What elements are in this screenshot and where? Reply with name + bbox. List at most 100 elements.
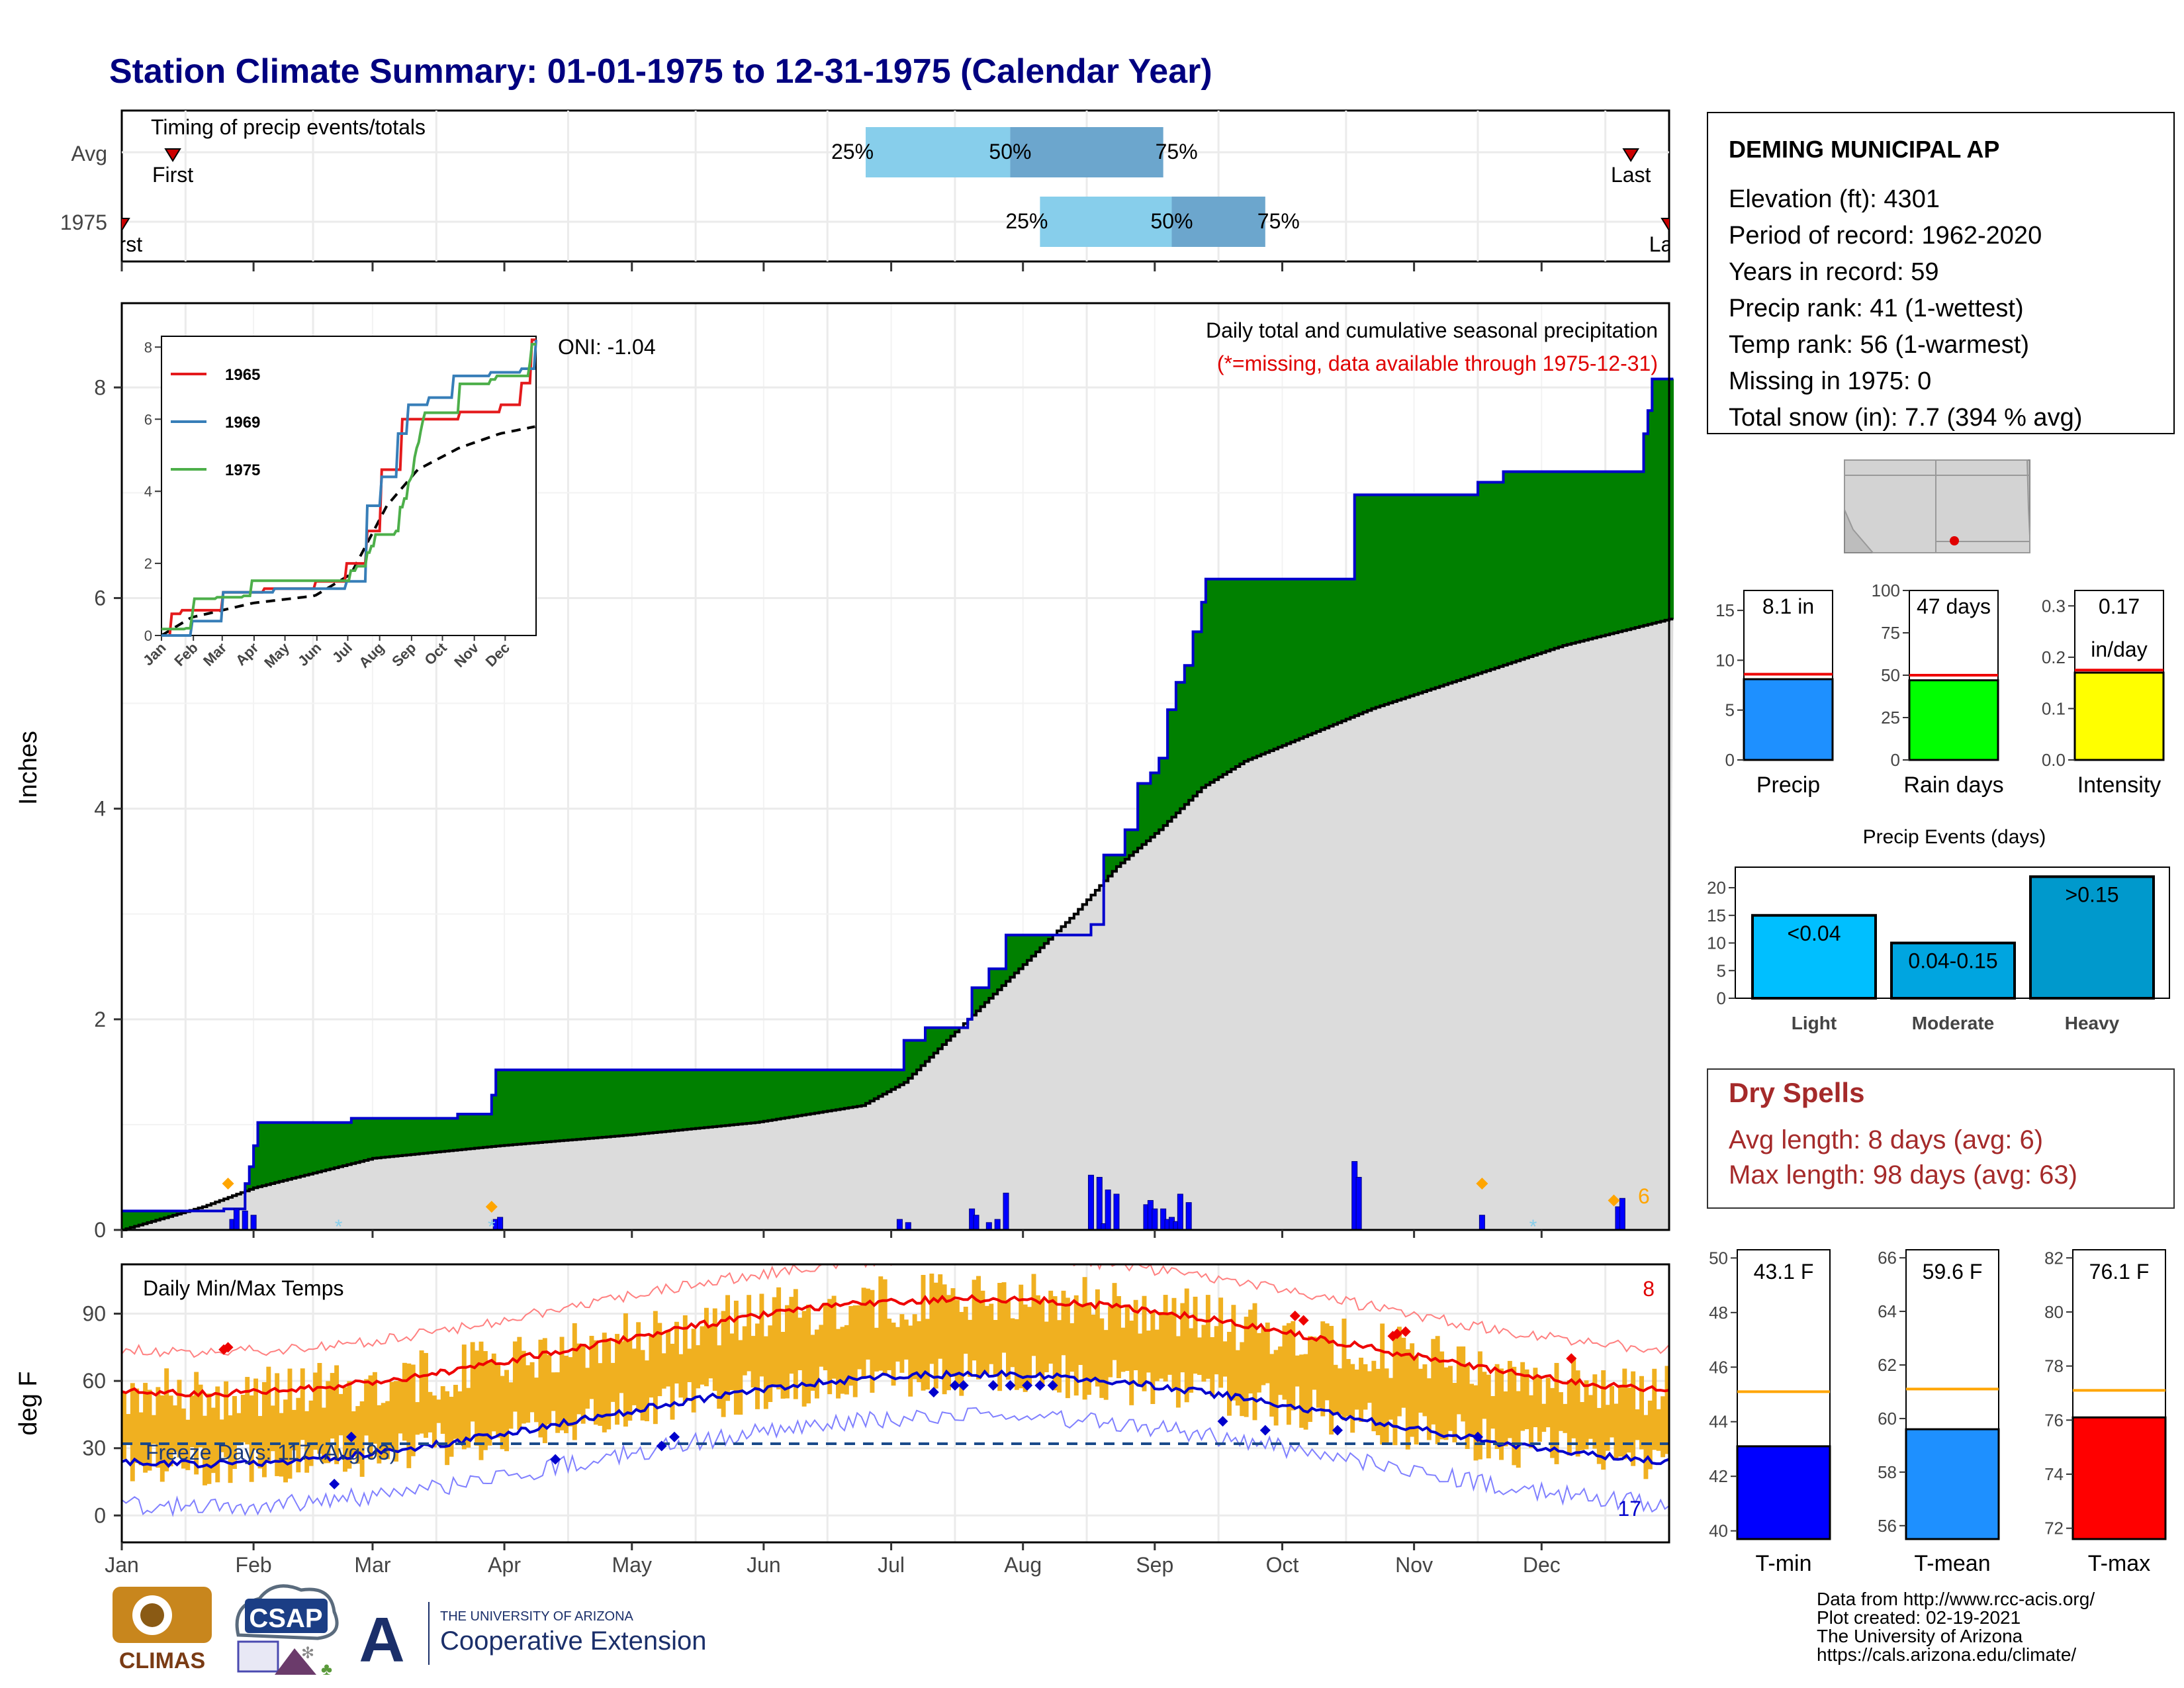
credit-line-university: The University of Arizona — [1817, 1626, 2023, 1646]
precip-side-label: 6 — [1638, 1184, 1650, 1208]
cumulative-departure-bar — [330, 1122, 335, 1169]
daily-temp-range-bar — [899, 1314, 905, 1373]
daily-temp-range-bar — [1367, 1371, 1372, 1403]
cumulative-departure-bar — [168, 1211, 173, 1217]
cumulative-departure-bar — [972, 988, 977, 1015]
cumulative-departure-bar — [559, 1070, 565, 1141]
cumulative-departure-bar — [954, 1027, 960, 1032]
cumulative-departure-bar — [848, 1070, 854, 1108]
cumulative-departure-bar — [538, 1070, 543, 1143]
daily-temp-range-bar — [461, 1344, 467, 1450]
daily-temp-range-bar — [895, 1327, 900, 1362]
daily-temp-range-bar — [780, 1332, 786, 1399]
precip-y-tick-label: 6 — [94, 586, 106, 610]
daily-temp-range-bar — [870, 1289, 875, 1393]
cumulative-departure-bar — [1261, 579, 1266, 755]
daily-temp-range-bar — [857, 1305, 862, 1370]
cumulative-departure-bar — [338, 1122, 343, 1167]
daily-temp-range-bar — [1465, 1364, 1470, 1449]
cumulative-departure-bar — [1435, 494, 1440, 688]
daily-temp-range-bar — [1605, 1405, 1610, 1451]
daily-temp-range-bar — [1537, 1376, 1542, 1442]
temp-bar-y-tick-label: 62 — [1878, 1355, 1897, 1375]
daily-temp-range-bar — [240, 1395, 246, 1442]
cumulative-departure-bar — [1614, 471, 1619, 633]
daily-temp-range-bar — [134, 1388, 140, 1464]
temp-bar-y-tick-label: 66 — [1878, 1248, 1897, 1268]
cumulative-departure-bar — [134, 1211, 140, 1227]
cumulative-departure-bar — [1469, 494, 1475, 677]
cumulative-departure-bar — [1533, 471, 1538, 655]
daily-temp-range-bar — [321, 1407, 326, 1464]
daily-temp-range-bar — [1116, 1295, 1121, 1378]
cumulative-departure-bar — [1656, 379, 1661, 623]
cumulative-departure-bar — [895, 1070, 901, 1088]
cumulative-departure-bar — [564, 1070, 569, 1141]
cumulative-departure-bar — [755, 1070, 760, 1123]
cumulative-departure-bar — [687, 1070, 692, 1129]
precip-y-tick-label: 2 — [94, 1008, 106, 1031]
daily-temp-range-bar — [725, 1295, 730, 1401]
daily-temp-range-bar — [661, 1353, 666, 1389]
daily-temp-range-bar — [1338, 1368, 1342, 1415]
daily-temp-range-bar — [1282, 1325, 1287, 1400]
cumulative-departure-bar — [946, 1027, 952, 1041]
cumulative-departure-bar — [806, 1070, 811, 1115]
daily-temp-range-bar — [338, 1393, 343, 1436]
cumulative-departure-bar — [1303, 579, 1308, 737]
csap-logo: CSAP ✻ ♣ — [235, 1584, 339, 1679]
cumulative-departure-bar — [1103, 855, 1109, 881]
cumulative-departure-bar — [436, 1118, 441, 1152]
daily-temp-range-bar — [1529, 1395, 1533, 1448]
cumulative-departure-bar — [747, 1070, 752, 1123]
record-low-marker — [987, 1380, 999, 1391]
cumulative-departure-bar — [857, 1070, 862, 1107]
daily-temp-range-bar — [903, 1319, 909, 1360]
cumulative-departure-bar — [640, 1070, 645, 1134]
timing-p50-label: 50% — [1150, 209, 1193, 233]
daily-precip-bar — [1619, 1197, 1625, 1231]
summary-y-tick-label: 0 — [1725, 750, 1735, 770]
cumulative-departure-bar — [270, 1122, 275, 1184]
station-info-box: DEMING MUNICIPAL AP Elevation (ft): 4301… — [1707, 112, 2175, 434]
daily-temp-range-bar — [1601, 1370, 1606, 1470]
daily-temp-range-bar — [1448, 1366, 1453, 1431]
daily-temp-range-bar — [623, 1313, 628, 1427]
page-title: Station Climate Summary: 01-01-1975 to 1… — [109, 52, 1212, 91]
daily-temp-range-bar — [487, 1361, 492, 1446]
daily-temp-range-bar — [279, 1413, 284, 1477]
first-event-label: First — [152, 163, 193, 187]
daily-temp-range-bar — [194, 1372, 199, 1475]
timing-p25-label: 25% — [1005, 209, 1048, 233]
cumulative-departure-bar — [257, 1122, 263, 1187]
cumulative-departure-bar — [989, 968, 994, 998]
daily-temp-range-bar — [440, 1386, 445, 1434]
month-tick-label: Aug — [1004, 1553, 1042, 1577]
cumulative-departure-bar — [1410, 494, 1415, 696]
cumulative-departure-bar — [631, 1070, 637, 1135]
cumulative-departure-bar — [1001, 968, 1007, 986]
cumulative-departure-bar — [1384, 494, 1389, 705]
precip-events-chart: Precip Events (days) 0 5 10 15 20 <0.04 Light 0… — [1707, 826, 2170, 1033]
daily-temp-range-bar — [836, 1329, 841, 1399]
cumulative-departure-bar — [1529, 471, 1534, 657]
summary-value-label: 0.17 — [2099, 594, 2140, 618]
record-low-marker — [1034, 1380, 1046, 1391]
temp-bar-y-tick-label: 74 — [2044, 1464, 2064, 1484]
temp-chart: 0 30 60 90 deg F Daily Min/Max Temps Freeze… — [15, 1263, 1670, 1577]
daily-temp-range-bar — [691, 1329, 696, 1413]
daily-temp-range-bar — [729, 1333, 735, 1391]
cumulative-departure-bar — [1456, 494, 1461, 681]
daily-temp-range-bar — [1205, 1295, 1210, 1379]
temp-label: Daily Min/Max Temps — [143, 1276, 343, 1300]
record-high-marker — [222, 1342, 234, 1353]
daily-temp-range-bar — [1087, 1304, 1091, 1395]
temp-bar-y-tick-label: 80 — [2044, 1302, 2064, 1322]
cumulative-departure-bar — [1380, 494, 1385, 706]
cumulative-departure-bar — [649, 1070, 654, 1133]
daily-temp-range-bar — [1091, 1314, 1096, 1381]
cumulative-departure-bar — [606, 1070, 612, 1137]
cumulative-departure-bar — [1235, 579, 1240, 767]
cumulative-departure-bar — [950, 1027, 956, 1037]
cumulative-departure-bar — [891, 1070, 896, 1090]
